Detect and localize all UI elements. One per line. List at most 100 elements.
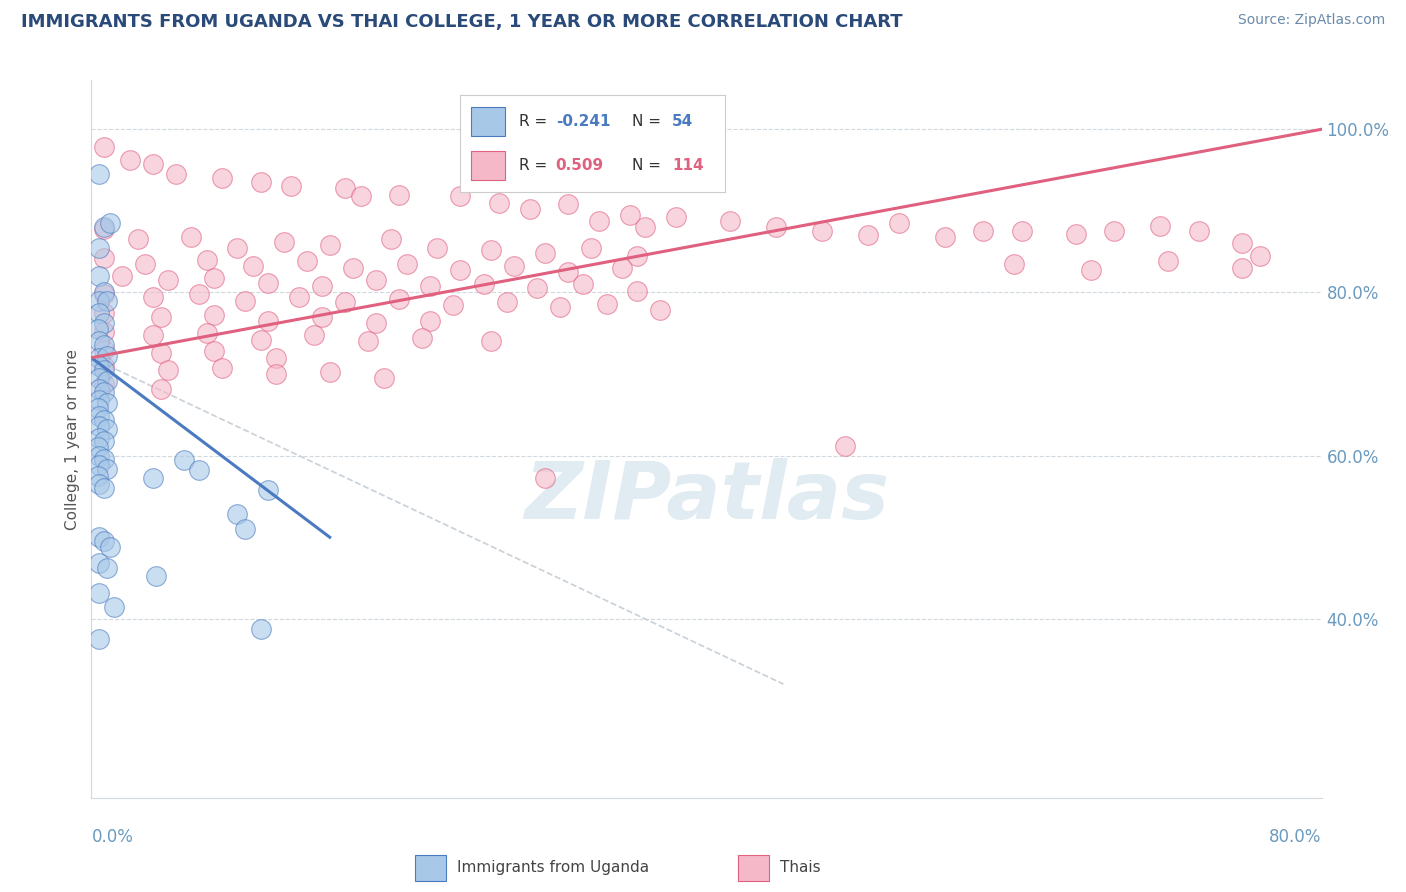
Point [96,561,118,575]
Point [96,395,118,409]
Text: N =: N = [633,158,666,173]
Point [87,431,110,445]
Point [93,413,115,427]
Point [373,371,395,385]
Point [142,471,165,485]
Point [557,197,579,211]
Point [380,232,402,246]
Point [388,187,411,202]
Text: 80.0%: 80.0% [1270,828,1322,846]
Point [349,189,371,203]
Point [1230,236,1253,251]
Point [1080,262,1102,277]
Point [93,384,115,399]
Point [426,241,449,255]
Point [718,213,741,227]
Point [127,232,149,246]
Point [211,360,233,375]
Point [311,310,333,324]
Point [149,346,172,360]
Point [93,534,115,549]
Point [149,382,172,396]
Point [87,393,110,408]
Point [93,220,115,235]
Point [619,208,641,222]
Point [87,334,110,349]
Point [249,622,271,636]
Point [93,376,115,391]
Point [1002,257,1025,271]
Point [93,343,115,357]
Point [233,293,256,308]
Text: -0.241: -0.241 [555,114,610,129]
Point [257,276,280,290]
Point [626,284,648,298]
Point [295,254,318,268]
Point [87,371,110,385]
Point [333,181,356,195]
Point [887,216,910,230]
Point [634,220,657,235]
Point [87,458,110,473]
Point [610,260,633,275]
Text: ZIPatlas: ZIPatlas [524,458,889,536]
Point [242,260,264,274]
Point [93,363,115,377]
Point [96,293,118,308]
Point [519,202,541,217]
Point [86,441,108,455]
Point [93,359,115,373]
Point [93,481,115,495]
Point [257,314,280,328]
Point [526,281,548,295]
Text: 54: 54 [672,114,693,129]
Point [165,167,187,181]
Point [93,338,115,352]
Point [1149,219,1171,233]
Point [249,175,271,189]
Point [86,469,108,483]
Point [87,167,110,181]
Point [93,221,115,235]
Point [226,508,249,522]
Point [202,308,225,322]
Point [1064,227,1087,241]
Point [87,293,110,308]
Point [233,522,256,536]
Point [411,331,433,345]
Point [280,179,302,194]
Point [264,367,287,381]
Point [419,314,441,328]
Point [93,285,115,300]
Point [87,351,110,365]
Point [1249,249,1271,263]
Point [87,557,110,571]
Point [180,230,202,244]
Point [134,257,156,271]
Point [149,310,172,324]
Point [288,289,311,303]
Point [264,351,287,365]
Text: Source: ZipAtlas.com: Source: ZipAtlas.com [1237,13,1385,28]
Point [202,270,225,285]
Point [1157,254,1180,268]
Point [87,359,110,373]
Point [273,235,295,249]
Bar [471,151,505,180]
Text: Thais: Thais [780,860,821,874]
Point [87,409,110,424]
Point [87,530,110,544]
Point [87,632,110,647]
Point [211,171,233,186]
Point [357,334,380,349]
Point [87,585,110,599]
Text: IMMIGRANTS FROM UGANDA VS THAI COLLEGE, 1 YEAR OR MORE CORRELATION CHART: IMMIGRANTS FROM UGANDA VS THAI COLLEGE, … [21,13,903,31]
Point [195,326,218,341]
Point [342,260,364,275]
Point [1230,260,1253,275]
Point [86,401,108,416]
Point [650,303,672,318]
Point [93,140,115,154]
Text: 0.0%: 0.0% [91,828,134,846]
Point [226,241,249,255]
